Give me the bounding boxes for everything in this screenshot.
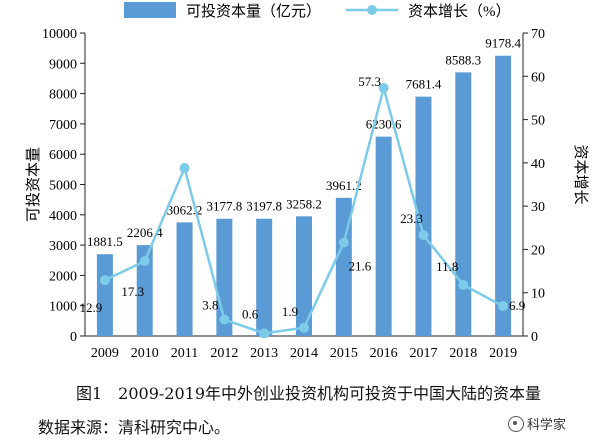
- x-tick-label: 2016: [370, 346, 398, 361]
- y2-tick-label: 10: [531, 287, 545, 302]
- y-tick-label: 4000: [49, 209, 77, 224]
- y2-tick-label: 70: [531, 27, 545, 42]
- bar: [415, 96, 432, 336]
- y2-tick-label: 20: [531, 243, 545, 258]
- bar-value-label: 3197.8: [246, 199, 282, 214]
- figure-caption: 图1 2009-2019年中外创业投资机构可投资于中国大陆的资本量: [76, 384, 542, 403]
- bar: [136, 245, 153, 336]
- growth-value-label: 0.6: [242, 306, 259, 321]
- growth-point: [458, 279, 469, 290]
- growth-point: [139, 256, 150, 267]
- growth-point: [498, 301, 509, 312]
- growth-point: [179, 163, 190, 174]
- y-tick-label: 1000: [49, 300, 77, 315]
- x-tick-label: 2010: [131, 346, 159, 361]
- growth-point: [338, 237, 349, 248]
- bar: [176, 222, 193, 336]
- growth-point: [259, 328, 270, 339]
- growth-value-label: 21.6: [348, 259, 371, 274]
- growth-value-label: 57.3: [358, 74, 381, 89]
- legend-line-marker: [367, 5, 377, 15]
- y2-tick-label: 50: [531, 114, 545, 129]
- y-tick-label: 8000: [49, 88, 77, 103]
- bar: [375, 136, 392, 336]
- bar-value-label: 1881.5: [87, 234, 123, 249]
- x-tick-label: 2009: [91, 346, 119, 361]
- growth-point: [418, 230, 429, 241]
- bar: [256, 218, 273, 336]
- watermark: 科学家: [508, 414, 566, 433]
- bar-value-label: 6230.6: [366, 117, 402, 132]
- y2-tick-label: 60: [531, 70, 545, 85]
- y-tick-label: 3000: [49, 239, 77, 254]
- x-tick-label: 2017: [409, 346, 437, 361]
- wechat-logo-icon: [508, 415, 524, 432]
- y2-axis-title: 资本增长: [572, 144, 589, 204]
- x-tick-label: 2019: [489, 346, 517, 361]
- bar-value-label: 9178.4: [485, 36, 521, 51]
- growth-point: [299, 322, 309, 333]
- growth-value-label: 17.3: [121, 284, 144, 299]
- growth-point: [219, 314, 230, 325]
- growth-value-label: 11.8: [436, 259, 458, 274]
- bar: [335, 197, 352, 336]
- bar: [296, 216, 312, 336]
- x-tick-label: 2018: [449, 346, 477, 361]
- y-tick-label: 6000: [49, 148, 77, 163]
- watermark-text: 科学家: [527, 418, 567, 433]
- data-source-note: 数据来源：清科研究中心。: [38, 418, 231, 437]
- growth-value-label: 1.9: [282, 304, 298, 319]
- bar-value-label: 3961.2: [326, 178, 362, 193]
- growth-value-label: 3.8: [202, 298, 218, 313]
- x-tick-label: 2014: [290, 346, 318, 361]
- y-tick-label: 5000: [49, 179, 77, 194]
- x-tick-label: 2011: [171, 346, 198, 361]
- y-tick-label: 2000: [49, 269, 77, 284]
- y-tick-label: 7000: [49, 118, 77, 133]
- y2-tick-label: 40: [531, 157, 545, 172]
- growth-value-label: 12.9: [80, 300, 103, 315]
- bar-value-label: 8588.3: [445, 52, 481, 67]
- legend-line-label: 资本增长（%）: [408, 3, 511, 20]
- bar-value-label: 3258.2: [286, 196, 322, 211]
- legend-bar-swatch: [124, 2, 176, 18]
- y-tick-label: 10000: [42, 27, 77, 42]
- y-tick-label: 0: [70, 330, 77, 345]
- x-tick-label: 2015: [330, 346, 358, 361]
- bar: [96, 254, 113, 336]
- bar-value-label: 3177.8: [206, 199, 242, 214]
- y2-tick-label: 0: [531, 330, 538, 345]
- growth-value-label: 23.3: [400, 211, 423, 226]
- growth-point: [378, 82, 389, 93]
- x-tick-label: 2013: [250, 346, 278, 361]
- legend-bar-label: 可投资本量（亿元）: [186, 3, 321, 20]
- y-axis-title: 可投资本量: [25, 147, 42, 222]
- bar-value-label: 7681.4: [406, 77, 442, 92]
- bar: [455, 72, 472, 336]
- y2-tick-label: 30: [531, 200, 545, 215]
- growth-value-label: 6.9: [509, 298, 525, 313]
- x-tick-label: 2012: [210, 346, 238, 361]
- bar: [495, 55, 512, 336]
- y-tick-label: 9000: [49, 57, 77, 72]
- growth-point: [99, 275, 110, 286]
